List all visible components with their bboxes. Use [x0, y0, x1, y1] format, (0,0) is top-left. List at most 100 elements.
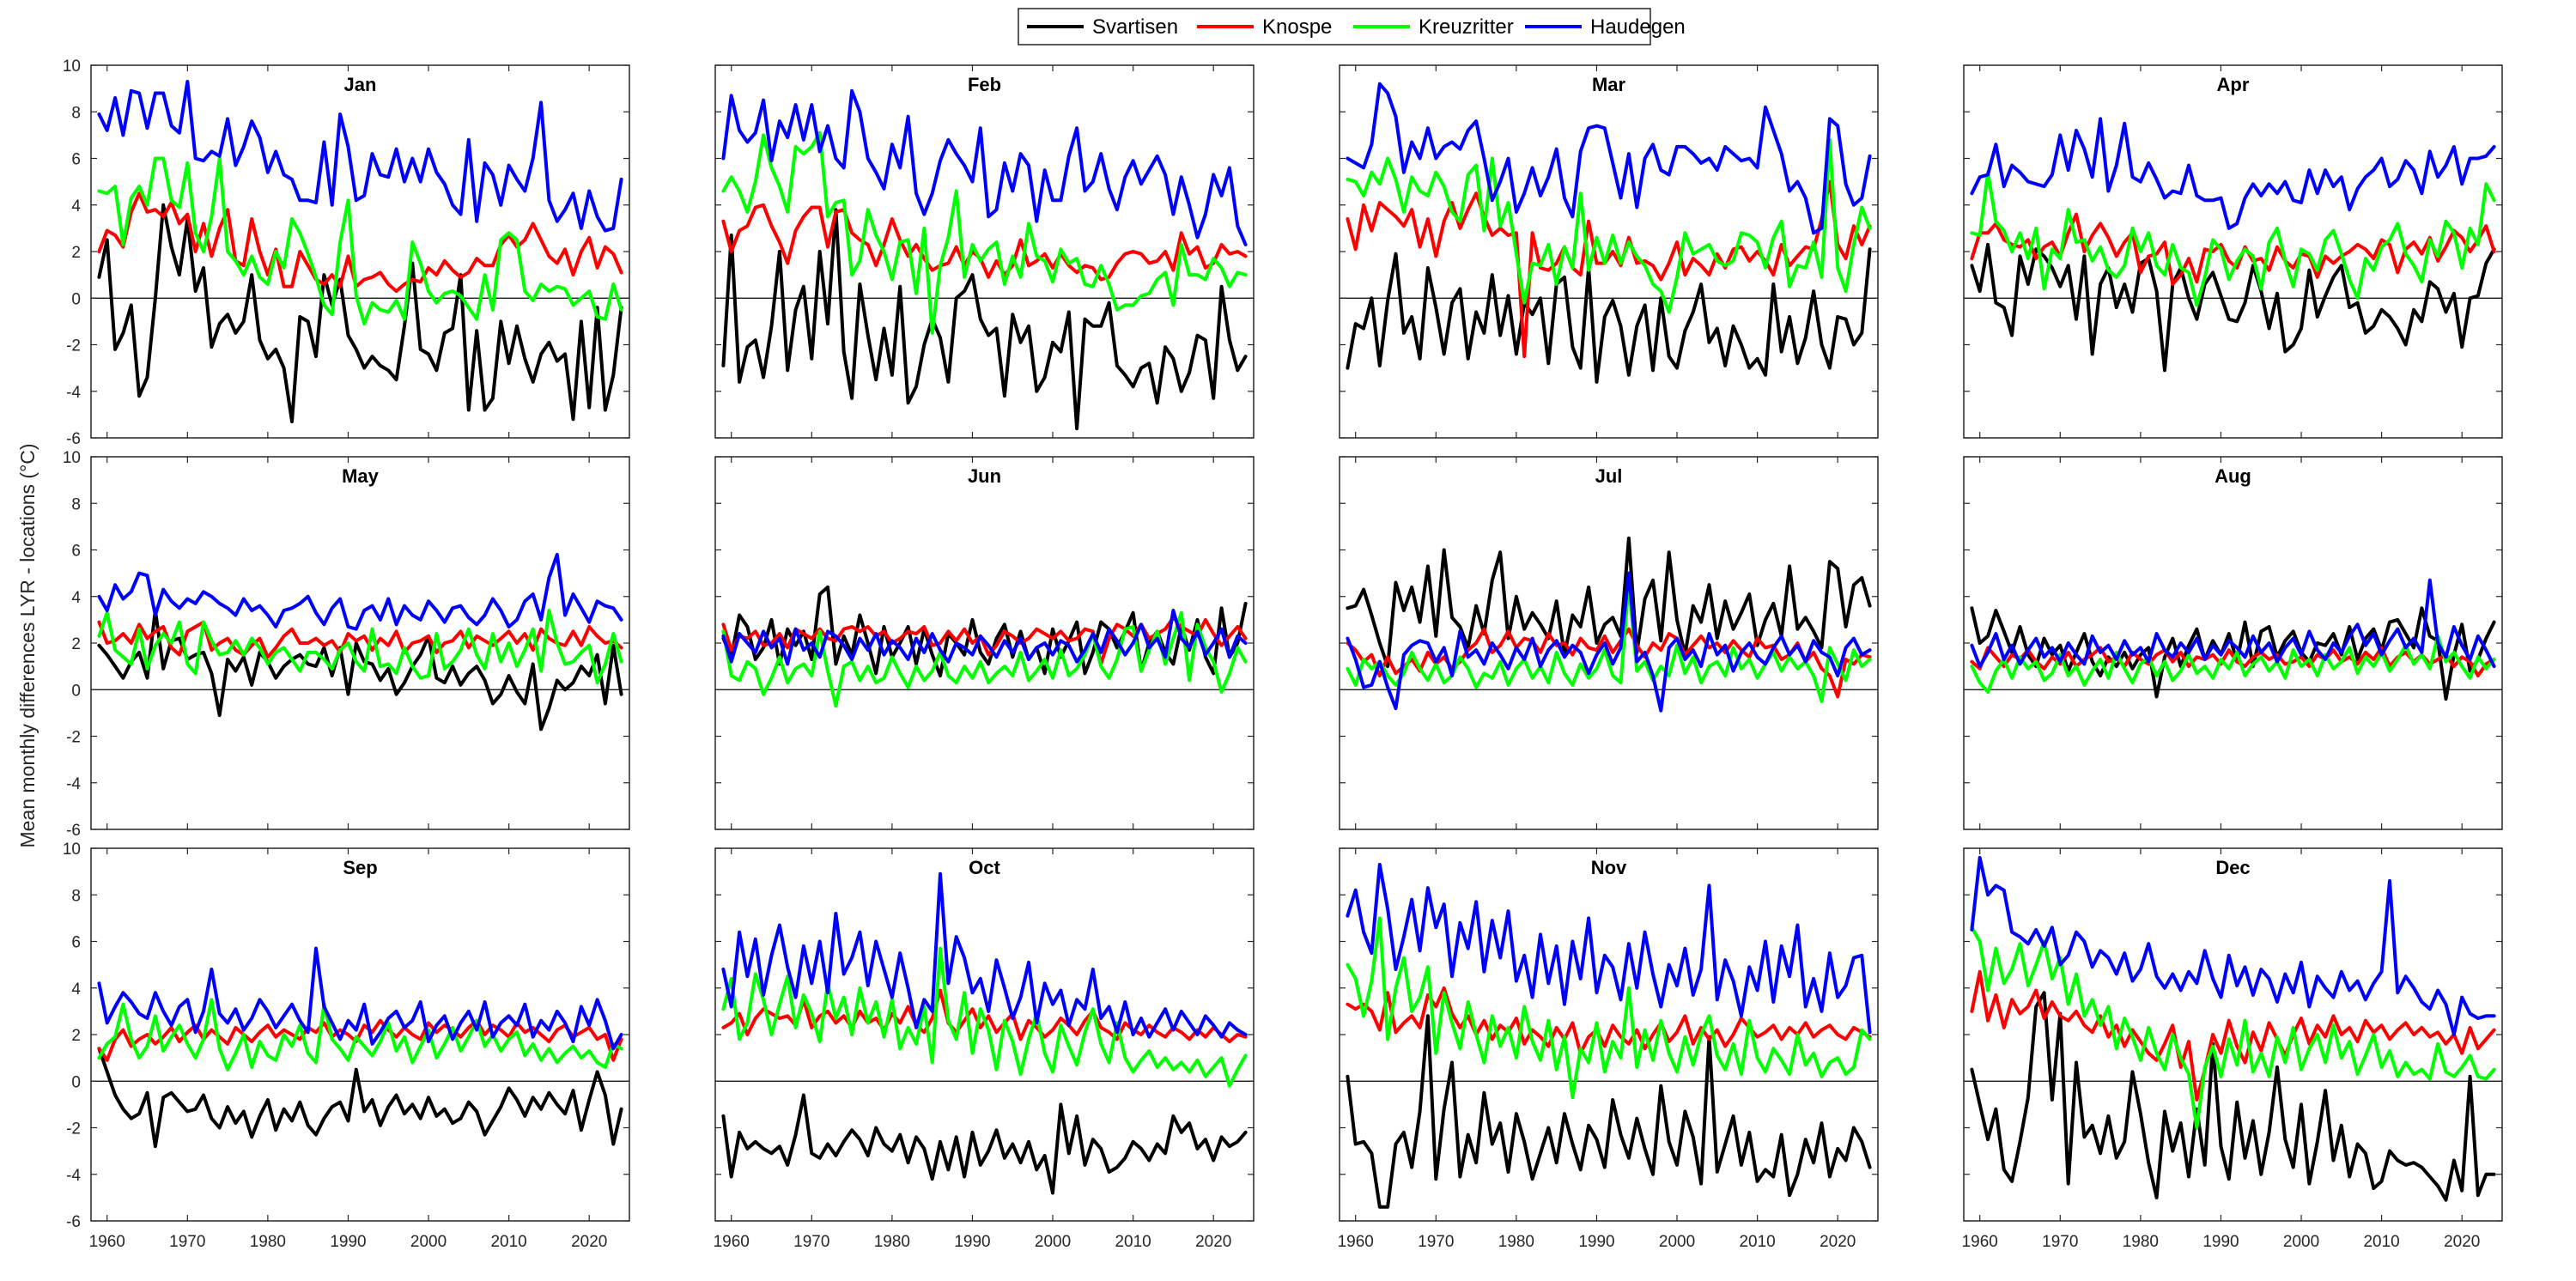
panel-oct-xtick-label: 1980: [874, 1233, 910, 1251]
panel-mar-series-knospe: [1346, 179, 1872, 359]
panel-jan-ytick-label: 2: [71, 244, 81, 262]
legend-label-kreuzritter: Kreuzritter: [1419, 15, 1514, 39]
panel-jun-series-haudegen: [721, 609, 1248, 666]
panel-sep-xtick-label: 1980: [250, 1233, 286, 1251]
panel-dec-xtick-label: 2000: [2283, 1233, 2319, 1251]
panel-jul: Jul: [1339, 456, 1879, 830]
panel-mar-series-kreuzritter: [1346, 137, 1872, 314]
panel-may-ytick-label: -4: [66, 775, 81, 793]
panel-jun-title: Jun: [968, 465, 1001, 487]
panel-may-ytick-label: 6: [71, 543, 81, 561]
panel-aug-title: Aug: [2215, 465, 2251, 487]
panel-apr-title: Apr: [2217, 74, 2250, 95]
panel-apr-series-knospe: [1970, 212, 2496, 286]
panel-dec-xtick-label: 2020: [2444, 1233, 2480, 1251]
panel-nov-xtick-label: 2010: [1739, 1233, 1775, 1251]
panel-jan-ytick-label: 10: [63, 58, 81, 76]
panel-nov: 1960 1970 1980 1990 2000 2010 2020 Nov: [1338, 847, 1879, 1251]
panels-grid: -6 -4 -2 0 2 4 6 8 10 Jan Feb Mar Apr -6 -4 -2 0 2 4 6 8 10 Ma…: [63, 58, 2503, 1251]
panel-dec-xtick-label: 1990: [2202, 1233, 2239, 1251]
panel-jan-series-haudegen: [97, 80, 623, 233]
panel-oct: 1960 1970 1980 1990 2000 2010 2020 Oct: [714, 847, 1255, 1251]
panel-jan-title: Jan: [344, 74, 377, 95]
panel-sep-xtick-label: 2020: [571, 1233, 607, 1251]
panel-sep-ytick-label: 2: [71, 1027, 81, 1045]
panel-sep-ytick-label: -6: [66, 1213, 81, 1231]
panel-jan-ytick-label: 8: [71, 104, 81, 122]
panel-mar-series-svartisen: [1346, 247, 1872, 384]
panel-dec: 1960 1970 1980 1990 2000 2010 2020 Dec: [1962, 847, 2503, 1251]
panel-may-ytick-label: 0: [71, 682, 81, 700]
panel-mar: Mar: [1339, 64, 1879, 439]
legend-label-haudegen: Haudegen: [1590, 15, 1686, 39]
panel-jun-series-kreuzritter: [721, 610, 1248, 708]
panel-may: -6 -4 -2 0 2 4 6 8 10 May: [63, 449, 630, 840]
panel-apr-series-haudegen: [1970, 117, 2496, 230]
panel-may-ytick-label: 4: [71, 589, 81, 607]
panel-sep: -6 -4 -2 0 2 4 6 8 10 1960 1970 1980 1990 2000 2010 202…: [63, 841, 630, 1251]
panel-sep-ytick-label: 0: [71, 1073, 81, 1091]
panel-feb-series-svartisen: [721, 208, 1248, 431]
panel-jan-ytick-label: -2: [66, 337, 81, 355]
panel-jan-ytick-label: -6: [66, 430, 81, 448]
panel-apr: Apr: [1963, 64, 2503, 439]
panel-may-ytick-label: -2: [66, 729, 81, 747]
panel-nov-xtick-label: 2020: [1820, 1233, 1856, 1251]
panel-aug-series-knospe: [1970, 646, 2496, 677]
panel-nov-xtick-label: 1980: [1498, 1233, 1534, 1251]
panel-nov-title: Nov: [1591, 857, 1627, 878]
panel-jan-ytick-label: 6: [71, 151, 81, 169]
panel-oct-xtick-label: 1960: [714, 1233, 750, 1251]
panel-jan-series-knospe: [97, 191, 623, 294]
panel-nov-xtick-label: 1990: [1578, 1233, 1614, 1251]
panel-sep-xtick-label: 1970: [169, 1233, 205, 1251]
panel-jan: -6 -4 -2 0 2 4 6 8 10 Jan: [63, 58, 630, 448]
panel-oct-series-svartisen: [721, 1093, 1248, 1195]
panel-may-series-knospe: [97, 620, 623, 659]
panel-aug-series-svartisen: [1970, 606, 2496, 701]
legend: Svartisen Knospe Kreuzritter Haudegen: [1018, 8, 1686, 46]
panel-jan-series-svartisen: [97, 203, 623, 423]
panel-dec-xtick-label: 2010: [2363, 1233, 2399, 1251]
panel-nov-series-knospe: [1346, 986, 1872, 1055]
panel-jul-title: Jul: [1595, 465, 1623, 487]
panel-jun: Jun: [714, 456, 1255, 830]
panel-oct-series-kreuzritter: [721, 946, 1248, 1088]
panel-jan-ytick-label: -4: [66, 384, 81, 402]
panel-sep-xtick-label: 1990: [330, 1233, 366, 1251]
panel-may-ytick-label: 8: [71, 495, 81, 513]
panel-sep-xtick-label: 2010: [490, 1233, 526, 1251]
panel-oct-title: Oct: [969, 857, 1000, 878]
panel-sep-xtick-label: 2000: [410, 1233, 447, 1251]
panel-nov-series-haudegen: [1346, 863, 1872, 1035]
panel-nov-xtick-label: 1960: [1338, 1233, 1374, 1251]
panel-sep-ytick-label: -4: [66, 1167, 81, 1185]
panel-nov-series-kreuzritter: [1346, 916, 1872, 1100]
panel-may-title: May: [342, 465, 380, 487]
panel-dec-xtick-label: 1970: [2042, 1233, 2078, 1251]
panel-jan-ytick-label: 4: [71, 197, 81, 216]
panel-feb-series-kreuzritter: [721, 131, 1248, 335]
panel-sep-series-kreuzritter: [97, 998, 623, 1072]
panel-oct-series-haudegen: [721, 871, 1248, 1039]
panel-nov-series-svartisen: [1346, 1014, 1872, 1209]
panel-oct-xtick-label: 2010: [1115, 1233, 1151, 1251]
panel-feb: Feb: [714, 64, 1255, 439]
panel-jul-series-haudegen: [1346, 571, 1872, 713]
panel-feb-title: Feb: [968, 74, 1001, 95]
panel-may-ytick-label: 2: [71, 635, 81, 653]
panel-may-ytick-label: 10: [63, 449, 81, 467]
panel-dec-series-kreuzritter: [1970, 926, 2496, 1130]
panel-sep-ytick-label: 4: [71, 980, 81, 999]
panel-sep-xtick-label: 1960: [89, 1233, 125, 1251]
panel-sep-ytick-label: 10: [63, 841, 81, 859]
panel-mar-title: Mar: [1592, 74, 1626, 95]
panel-sep-ytick-label: 6: [71, 934, 81, 952]
panel-aug: Aug: [1963, 456, 2503, 830]
panel-nov-xtick-label: 2000: [1659, 1233, 1695, 1251]
panel-oct-xtick-label: 2020: [1195, 1233, 1231, 1251]
panel-dec-xtick-label: 1980: [2123, 1233, 2159, 1251]
panel-jul-series-svartisen: [1346, 536, 1872, 669]
panel-sep-title: Sep: [343, 857, 377, 878]
panel-dec-series-haudegen: [1970, 855, 2496, 1036]
